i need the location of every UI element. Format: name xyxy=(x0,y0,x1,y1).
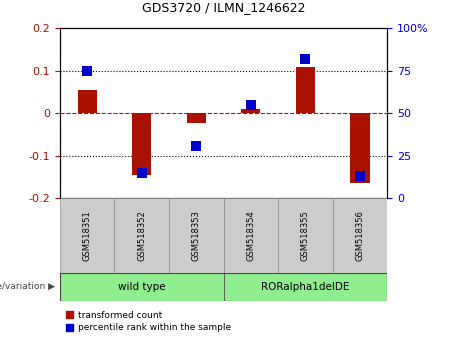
Text: RORalpha1delDE: RORalpha1delDE xyxy=(261,282,349,292)
Bar xyxy=(241,109,260,113)
Point xyxy=(247,102,254,108)
Text: GSM518353: GSM518353 xyxy=(192,210,201,261)
Bar xyxy=(187,113,206,122)
Text: wild type: wild type xyxy=(118,282,165,292)
Bar xyxy=(278,198,333,273)
Text: GSM518356: GSM518356 xyxy=(355,210,365,261)
Text: GSM518352: GSM518352 xyxy=(137,210,146,261)
Text: GSM518351: GSM518351 xyxy=(83,210,92,261)
Text: GSM518355: GSM518355 xyxy=(301,210,310,261)
Bar xyxy=(169,198,224,273)
Text: genotype/variation ▶: genotype/variation ▶ xyxy=(0,282,55,291)
Point xyxy=(138,170,145,176)
Bar xyxy=(296,67,315,113)
Legend: transformed count, percentile rank within the sample: transformed count, percentile rank withi… xyxy=(65,309,233,334)
Bar xyxy=(77,90,97,113)
Bar xyxy=(60,273,224,301)
Bar xyxy=(60,198,114,273)
Bar xyxy=(333,198,387,273)
Bar xyxy=(132,113,151,175)
Bar xyxy=(224,273,387,301)
Bar xyxy=(114,198,169,273)
Point xyxy=(83,68,91,74)
Point xyxy=(193,143,200,148)
Text: GDS3720 / ILMN_1246622: GDS3720 / ILMN_1246622 xyxy=(142,1,305,14)
Point xyxy=(301,56,309,62)
Bar xyxy=(350,113,370,183)
Text: GSM518354: GSM518354 xyxy=(246,210,255,261)
Bar xyxy=(224,198,278,273)
Point xyxy=(356,173,364,179)
